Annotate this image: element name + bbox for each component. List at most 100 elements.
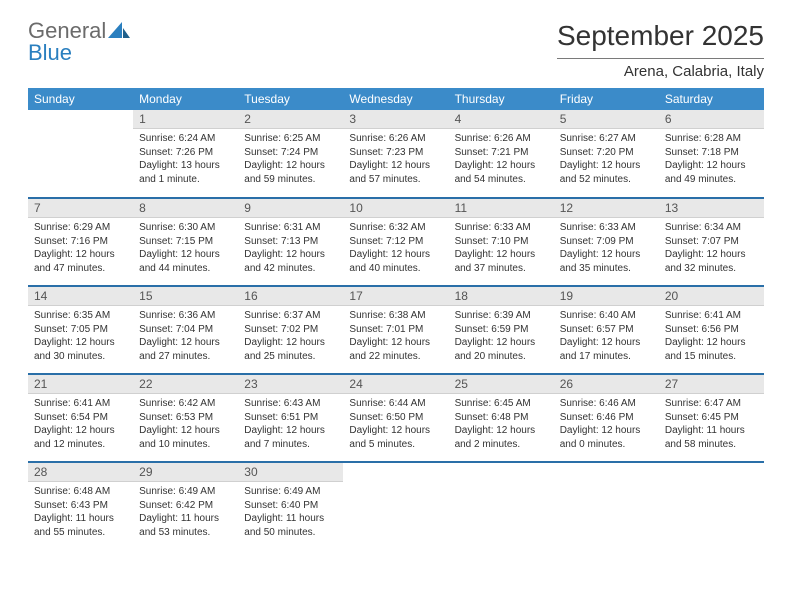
calendar-cell: 6Sunrise: 6:28 AMSunset: 7:18 PMDaylight… [659, 110, 764, 198]
sunrise-text: Sunrise: 6:47 AM [665, 397, 758, 411]
location-row: Arena, Calabria, Italy [557, 58, 764, 80]
sunrise-text: Sunrise: 6:29 AM [34, 221, 127, 235]
sunset-text: Sunset: 7:23 PM [349, 146, 442, 160]
day-number: 29 [133, 463, 238, 482]
daylight-text: Daylight: 12 hours and 10 minutes. [139, 424, 232, 451]
logo-sail-icon [108, 20, 130, 42]
daylight-text: Daylight: 12 hours and 30 minutes. [34, 336, 127, 363]
daylight-text: Daylight: 12 hours and 57 minutes. [349, 159, 442, 186]
daylight-text: Daylight: 12 hours and 22 minutes. [349, 336, 442, 363]
sunset-text: Sunset: 6:48 PM [455, 411, 548, 425]
daylight-text: Daylight: 12 hours and 42 minutes. [244, 248, 337, 275]
calendar-cell [343, 462, 448, 550]
calendar-cell: 21Sunrise: 6:41 AMSunset: 6:54 PMDayligh… [28, 374, 133, 462]
sunset-text: Sunset: 6:57 PM [560, 323, 653, 337]
day-content: Sunrise: 6:40 AMSunset: 6:57 PMDaylight:… [554, 306, 659, 367]
day-content: Sunrise: 6:26 AMSunset: 7:23 PMDaylight:… [343, 129, 448, 190]
day-content: Sunrise: 6:34 AMSunset: 7:07 PMDaylight:… [659, 218, 764, 279]
sunset-text: Sunset: 7:18 PM [665, 146, 758, 160]
calendar-cell: 24Sunrise: 6:44 AMSunset: 6:50 PMDayligh… [343, 374, 448, 462]
calendar-cell: 18Sunrise: 6:39 AMSunset: 6:59 PMDayligh… [449, 286, 554, 374]
sunset-text: Sunset: 7:09 PM [560, 235, 653, 249]
dayhead-saturday: Saturday [659, 88, 764, 110]
sunrise-text: Sunrise: 6:44 AM [349, 397, 442, 411]
day-number: 14 [28, 287, 133, 306]
day-content: Sunrise: 6:25 AMSunset: 7:24 PMDaylight:… [238, 129, 343, 190]
calendar-cell [449, 462, 554, 550]
dayhead-wednesday: Wednesday [343, 88, 448, 110]
sunrise-text: Sunrise: 6:49 AM [244, 485, 337, 499]
day-number: 6 [659, 110, 764, 129]
day-content: Sunrise: 6:37 AMSunset: 7:02 PMDaylight:… [238, 306, 343, 367]
day-number: 7 [28, 199, 133, 218]
daylight-text: Daylight: 12 hours and 2 minutes. [455, 424, 548, 451]
calendar-table: Sunday Monday Tuesday Wednesday Thursday… [28, 88, 764, 550]
sunrise-text: Sunrise: 6:37 AM [244, 309, 337, 323]
calendar-cell: 15Sunrise: 6:36 AMSunset: 7:04 PMDayligh… [133, 286, 238, 374]
sunset-text: Sunset: 6:45 PM [665, 411, 758, 425]
daylight-text: Daylight: 12 hours and 52 minutes. [560, 159, 653, 186]
day-content: Sunrise: 6:33 AMSunset: 7:10 PMDaylight:… [449, 218, 554, 279]
day-number: 24 [343, 375, 448, 394]
day-number: 3 [343, 110, 448, 129]
day-content: Sunrise: 6:41 AMSunset: 6:54 PMDaylight:… [28, 394, 133, 455]
sunrise-text: Sunrise: 6:25 AM [244, 132, 337, 146]
sunset-text: Sunset: 7:05 PM [34, 323, 127, 337]
sunrise-text: Sunrise: 6:38 AM [349, 309, 442, 323]
day-number: 1 [133, 110, 238, 129]
header-row: General Blue September 2025 Arena, Calab… [28, 20, 764, 80]
calendar-week: 14Sunrise: 6:35 AMSunset: 7:05 PMDayligh… [28, 286, 764, 374]
day-number: 20 [659, 287, 764, 306]
day-content: Sunrise: 6:39 AMSunset: 6:59 PMDaylight:… [449, 306, 554, 367]
daylight-text: Daylight: 12 hours and 25 minutes. [244, 336, 337, 363]
daylight-text: Daylight: 12 hours and 17 minutes. [560, 336, 653, 363]
sunrise-text: Sunrise: 6:34 AM [665, 221, 758, 235]
sunrise-text: Sunrise: 6:48 AM [34, 485, 127, 499]
calendar-cell: 10Sunrise: 6:32 AMSunset: 7:12 PMDayligh… [343, 198, 448, 286]
day-number: 9 [238, 199, 343, 218]
location-text: Arena, Calabria, Italy [624, 63, 764, 80]
sunrise-text: Sunrise: 6:39 AM [455, 309, 548, 323]
sunrise-text: Sunrise: 6:35 AM [34, 309, 127, 323]
sunrise-text: Sunrise: 6:31 AM [244, 221, 337, 235]
sunset-text: Sunset: 7:21 PM [455, 146, 548, 160]
sunset-text: Sunset: 7:12 PM [349, 235, 442, 249]
day-content: Sunrise: 6:29 AMSunset: 7:16 PMDaylight:… [28, 218, 133, 279]
day-number: 30 [238, 463, 343, 482]
day-number: 26 [554, 375, 659, 394]
day-content: Sunrise: 6:49 AMSunset: 6:40 PMDaylight:… [238, 482, 343, 543]
day-content: Sunrise: 6:31 AMSunset: 7:13 PMDaylight:… [238, 218, 343, 279]
dayhead-friday: Friday [554, 88, 659, 110]
day-number: 2 [238, 110, 343, 129]
day-content: Sunrise: 6:32 AMSunset: 7:12 PMDaylight:… [343, 218, 448, 279]
day-number: 8 [133, 199, 238, 218]
day-number: 18 [449, 287, 554, 306]
sunrise-text: Sunrise: 6:26 AM [455, 132, 548, 146]
sunrise-text: Sunrise: 6:46 AM [560, 397, 653, 411]
day-content: Sunrise: 6:45 AMSunset: 6:48 PMDaylight:… [449, 394, 554, 455]
day-content: Sunrise: 6:44 AMSunset: 6:50 PMDaylight:… [343, 394, 448, 455]
calendar-week: 7Sunrise: 6:29 AMSunset: 7:16 PMDaylight… [28, 198, 764, 286]
day-number: 11 [449, 199, 554, 218]
day-number: 25 [449, 375, 554, 394]
day-content: Sunrise: 6:49 AMSunset: 6:42 PMDaylight:… [133, 482, 238, 543]
sunrise-text: Sunrise: 6:33 AM [560, 221, 653, 235]
sunset-text: Sunset: 7:16 PM [34, 235, 127, 249]
daylight-text: Daylight: 11 hours and 53 minutes. [139, 512, 232, 539]
daylight-text: Daylight: 12 hours and 27 minutes. [139, 336, 232, 363]
day-number: 23 [238, 375, 343, 394]
day-content: Sunrise: 6:41 AMSunset: 6:56 PMDaylight:… [659, 306, 764, 367]
calendar-body: 1Sunrise: 6:24 AMSunset: 7:26 PMDaylight… [28, 110, 764, 550]
day-number: 17 [343, 287, 448, 306]
calendar-week: 21Sunrise: 6:41 AMSunset: 6:54 PMDayligh… [28, 374, 764, 462]
day-number: 4 [449, 110, 554, 129]
daylight-text: Daylight: 12 hours and 0 minutes. [560, 424, 653, 451]
daylight-text: Daylight: 11 hours and 50 minutes. [244, 512, 337, 539]
daylight-text: Daylight: 12 hours and 35 minutes. [560, 248, 653, 275]
calendar-cell: 3Sunrise: 6:26 AMSunset: 7:23 PMDaylight… [343, 110, 448, 198]
daylight-text: Daylight: 11 hours and 55 minutes. [34, 512, 127, 539]
day-content: Sunrise: 6:46 AMSunset: 6:46 PMDaylight:… [554, 394, 659, 455]
dayhead-sunday: Sunday [28, 88, 133, 110]
sunset-text: Sunset: 7:20 PM [560, 146, 653, 160]
calendar-cell [28, 110, 133, 198]
